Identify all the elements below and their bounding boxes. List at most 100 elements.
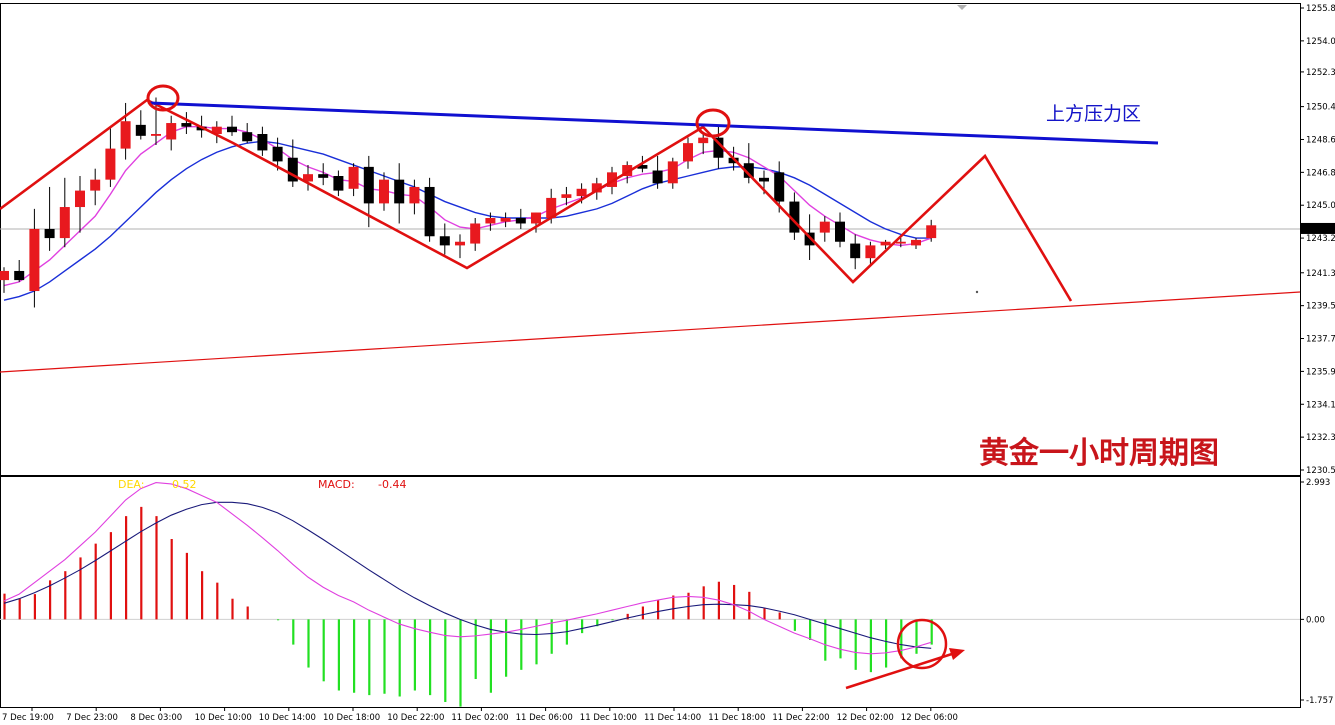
time-tick-label: 11 Dec 06:00 xyxy=(516,713,573,723)
bull-candle xyxy=(470,223,481,244)
price-tick-label: 1232.3 xyxy=(1306,433,1335,443)
bull-candle xyxy=(29,228,40,292)
macd-tick-label: 0.00 xyxy=(1306,615,1325,625)
bear-candle xyxy=(774,172,785,202)
current-price-value: 1243.7 xyxy=(1304,225,1334,235)
time-tick-label: 10 Dec 18:00 xyxy=(323,713,380,723)
bull-candle xyxy=(607,172,617,187)
bull-candle xyxy=(211,126,222,134)
macd-tick-label: -1.757 xyxy=(1306,696,1333,706)
price-tick-label: 1250.4 xyxy=(1306,103,1335,113)
top-marker-circle-1 xyxy=(146,84,180,112)
bull-candle xyxy=(75,190,85,208)
time-tick-label: 12 Dec 06:00 xyxy=(901,713,958,723)
bull-candle xyxy=(348,166,359,189)
macd-axis: 2.993 0.00 -1.757 xyxy=(1300,478,1333,706)
bear-candle xyxy=(850,243,861,259)
time-tick-label: 7 Dec 19:00 xyxy=(2,713,54,723)
bull-candle xyxy=(120,121,131,149)
bear-candle xyxy=(835,221,845,242)
bull-candle xyxy=(0,270,9,281)
price-tick-label: 1243.2 xyxy=(1306,234,1335,244)
bull-candle xyxy=(683,143,693,162)
scroll-marker-icon[interactable] xyxy=(957,5,967,10)
bear-candle xyxy=(257,134,268,151)
dea-value: 0.52 xyxy=(172,478,197,491)
macd-annotations xyxy=(845,618,965,690)
price-tick-label: 1245.0 xyxy=(1306,201,1335,211)
price-tick-label: 1254.0 xyxy=(1306,37,1335,47)
bull-candle xyxy=(911,239,921,246)
bull-candle xyxy=(455,241,465,246)
bull-candle xyxy=(926,225,937,239)
bear-candle xyxy=(242,132,253,142)
macd-label: MACD: xyxy=(318,478,355,491)
bear-candle xyxy=(44,228,55,239)
bear-candle xyxy=(637,165,648,169)
macd-panel-frame xyxy=(0,476,1301,708)
bear-candle xyxy=(227,126,237,133)
price-axis: 1255.8 1254.0 1252.3 1250.4 1248.6 1246.8 1245… xyxy=(1300,4,1335,476)
bull-candle xyxy=(90,179,101,191)
macd-main-line xyxy=(3,482,932,655)
bear-candle xyxy=(439,236,450,246)
time-tick-label: 10 Dec 14:00 xyxy=(259,713,316,723)
bear-candle xyxy=(363,166,374,204)
bull-candle xyxy=(166,123,177,140)
resistance-zone-label: 上方压力区 xyxy=(1046,103,1141,125)
bull-candle xyxy=(105,148,116,180)
macd-arrow-line xyxy=(845,651,956,690)
bull-candle xyxy=(485,218,496,224)
price-tick-label: 1239.5 xyxy=(1306,302,1335,312)
price-tick-label: 1246.8 xyxy=(1306,168,1335,178)
trend-annotations: 上方压力区 黄金一小时周期图 xyxy=(0,84,1301,471)
bear-candle xyxy=(318,174,329,178)
dea-label: DEA: xyxy=(118,478,144,491)
macd-tick-label: 2.993 xyxy=(1306,478,1330,488)
ma-slow-line xyxy=(3,140,932,301)
macd-signal-line xyxy=(3,501,932,649)
bull-candle xyxy=(667,161,678,184)
bull-candle xyxy=(59,207,70,239)
time-tick-label: 10 Dec 22:00 xyxy=(387,713,444,723)
bear-candle xyxy=(181,123,192,127)
bull-candle xyxy=(880,241,891,246)
price-panel-frame xyxy=(0,3,1301,476)
support-line xyxy=(0,291,1301,373)
bull-candle xyxy=(531,212,541,224)
price-tick-label: 1235.9 xyxy=(1306,367,1335,377)
current-price-tag: 1243.7 xyxy=(1301,222,1335,235)
macd-histogram xyxy=(3,506,933,707)
bear-candle xyxy=(743,163,754,178)
bear-candle xyxy=(272,146,283,162)
bear-candle xyxy=(135,124,146,136)
bull-candle xyxy=(409,186,420,204)
bull-candle xyxy=(379,179,389,204)
time-tick-label: 10 Dec 10:00 xyxy=(195,713,252,723)
small-dot xyxy=(975,290,979,294)
time-tick-label: 11 Dec 14:00 xyxy=(644,713,701,723)
time-tick-label: 11 Dec 02:00 xyxy=(451,713,508,723)
bear-candle xyxy=(394,179,405,204)
macd-arrow-head-icon xyxy=(949,648,965,660)
bull-candle xyxy=(865,245,876,259)
zigzag-trend-line xyxy=(0,98,1073,302)
price-tick-label: 1248.6 xyxy=(1306,135,1335,145)
time-tick-label: 11 Dec 22:00 xyxy=(772,713,829,723)
bear-candle xyxy=(759,177,769,182)
price-tick-label: 1230.5 xyxy=(1306,466,1335,476)
price-tick-label: 1252.3 xyxy=(1306,68,1335,78)
bear-candle xyxy=(789,201,800,233)
bear-candle xyxy=(652,170,663,184)
bear-candle xyxy=(515,218,526,224)
bull-candle xyxy=(561,194,572,198)
bull-candle xyxy=(303,174,313,182)
time-tick-label: 11 Dec 10:00 xyxy=(580,713,637,723)
bear-candle xyxy=(14,270,25,281)
bull-candle xyxy=(546,197,557,218)
time-tick-label: 12 Dec 02:00 xyxy=(837,713,894,723)
bull-candle xyxy=(576,188,587,197)
time-axis: 7 Dec 19:00 7 Dec 23:00 8 Dec 03:00 10 Dec … xyxy=(2,707,958,723)
price-tick-label: 1234.1 xyxy=(1306,400,1335,410)
